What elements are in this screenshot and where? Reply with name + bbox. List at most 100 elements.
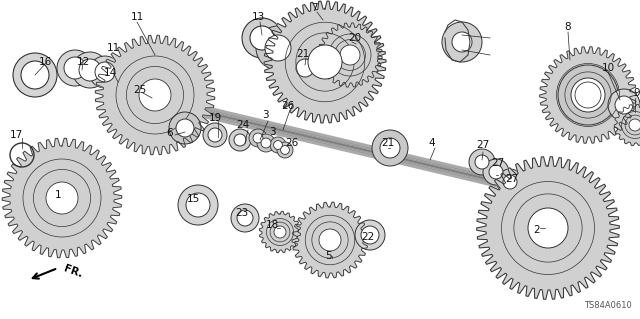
- Circle shape: [89, 56, 121, 88]
- Circle shape: [250, 26, 274, 50]
- Circle shape: [380, 138, 400, 158]
- Polygon shape: [318, 23, 382, 87]
- Circle shape: [442, 22, 482, 62]
- Text: 12: 12: [76, 57, 90, 67]
- Circle shape: [528, 208, 568, 248]
- Text: 21: 21: [296, 49, 310, 59]
- Text: 14: 14: [104, 68, 116, 78]
- Text: 27: 27: [476, 140, 490, 150]
- Circle shape: [319, 229, 341, 251]
- Circle shape: [558, 65, 618, 125]
- Circle shape: [242, 18, 282, 58]
- Circle shape: [229, 129, 251, 151]
- Text: 21: 21: [381, 138, 395, 148]
- Text: 16: 16: [38, 57, 52, 67]
- Circle shape: [280, 145, 289, 154]
- Polygon shape: [2, 138, 122, 258]
- Text: 8: 8: [564, 22, 572, 32]
- Text: 5: 5: [324, 251, 332, 261]
- Text: 3: 3: [262, 110, 268, 120]
- Circle shape: [139, 79, 171, 111]
- Circle shape: [608, 89, 640, 121]
- Text: 26: 26: [285, 138, 299, 148]
- Circle shape: [489, 165, 503, 179]
- Circle shape: [483, 159, 509, 185]
- Text: 27: 27: [506, 174, 518, 184]
- Circle shape: [57, 50, 93, 86]
- Circle shape: [615, 96, 633, 114]
- Text: FR.: FR.: [62, 263, 84, 279]
- Text: 3: 3: [269, 127, 275, 137]
- Text: 25: 25: [133, 85, 147, 95]
- Circle shape: [503, 175, 517, 189]
- Circle shape: [186, 193, 210, 217]
- Circle shape: [497, 169, 523, 195]
- Polygon shape: [264, 1, 386, 123]
- Circle shape: [274, 226, 286, 238]
- Polygon shape: [614, 104, 640, 145]
- Circle shape: [629, 119, 640, 131]
- Text: 11: 11: [106, 43, 120, 53]
- Circle shape: [257, 134, 275, 152]
- Circle shape: [340, 45, 360, 65]
- Circle shape: [296, 59, 314, 77]
- Circle shape: [21, 61, 49, 89]
- Circle shape: [13, 53, 57, 97]
- Circle shape: [575, 82, 601, 108]
- Text: 1: 1: [54, 190, 61, 200]
- Polygon shape: [540, 47, 636, 143]
- Circle shape: [208, 128, 222, 142]
- Text: 7: 7: [310, 3, 317, 13]
- Text: 6: 6: [166, 128, 173, 138]
- Text: 13: 13: [252, 12, 264, 22]
- Circle shape: [249, 129, 267, 147]
- Circle shape: [176, 119, 194, 137]
- Text: 15: 15: [186, 194, 200, 204]
- Circle shape: [253, 133, 263, 143]
- Text: 2: 2: [534, 225, 540, 235]
- Text: 19: 19: [209, 113, 221, 123]
- Text: 23: 23: [236, 208, 248, 218]
- Circle shape: [95, 62, 115, 82]
- Circle shape: [274, 141, 282, 149]
- Circle shape: [355, 220, 385, 250]
- Circle shape: [372, 130, 408, 166]
- Text: 24: 24: [236, 120, 250, 130]
- Polygon shape: [259, 211, 301, 253]
- Circle shape: [270, 137, 286, 153]
- Text: 4: 4: [429, 138, 435, 148]
- Polygon shape: [477, 157, 620, 299]
- Text: 11: 11: [131, 12, 143, 22]
- Circle shape: [178, 185, 218, 225]
- Circle shape: [203, 123, 227, 147]
- Text: 17: 17: [10, 130, 22, 140]
- Circle shape: [308, 45, 342, 79]
- Circle shape: [237, 210, 253, 226]
- Circle shape: [452, 32, 472, 52]
- Circle shape: [265, 35, 291, 61]
- Text: 27: 27: [492, 158, 504, 168]
- Circle shape: [277, 142, 293, 158]
- Text: 18: 18: [266, 220, 278, 230]
- Text: 20: 20: [348, 33, 362, 43]
- Circle shape: [469, 149, 495, 175]
- Circle shape: [256, 26, 300, 70]
- Text: 26: 26: [282, 101, 294, 111]
- Circle shape: [475, 155, 489, 169]
- Text: 10: 10: [602, 63, 614, 73]
- Circle shape: [64, 57, 86, 79]
- Circle shape: [289, 52, 321, 84]
- Polygon shape: [292, 202, 368, 278]
- Circle shape: [231, 204, 259, 232]
- Circle shape: [79, 59, 101, 81]
- Text: 22: 22: [362, 232, 374, 242]
- Circle shape: [169, 112, 201, 144]
- Circle shape: [571, 78, 605, 112]
- Circle shape: [361, 226, 379, 244]
- Circle shape: [72, 52, 108, 88]
- Text: 9: 9: [634, 88, 640, 98]
- Polygon shape: [95, 35, 215, 155]
- Circle shape: [261, 138, 271, 148]
- Circle shape: [234, 134, 246, 146]
- Circle shape: [46, 182, 78, 214]
